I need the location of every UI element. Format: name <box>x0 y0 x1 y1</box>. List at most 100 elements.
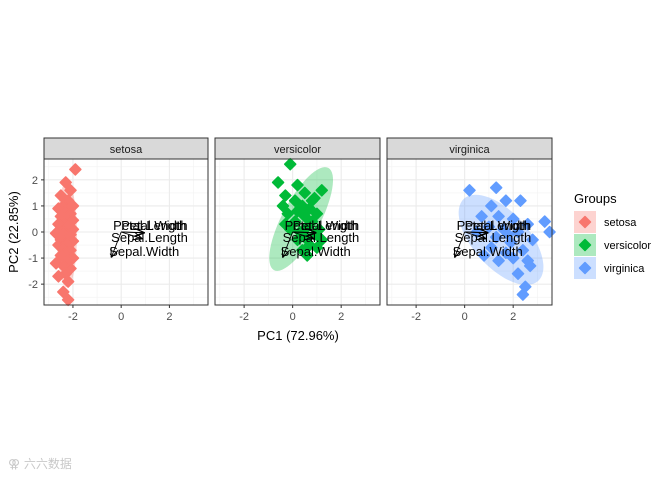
x-tick-label: 2 <box>166 311 172 323</box>
data-point-virginica <box>526 233 539 247</box>
data-point-setosa <box>54 249 68 262</box>
facet-virginica: virginica Petal.WidthPetal.LengthSepal.Le… <box>386 137 556 323</box>
data-point-virginica <box>492 254 505 267</box>
facet-strip-label: virginica <box>449 144 490 156</box>
y-tick-label: -1 <box>28 253 38 265</box>
data-point-setosa <box>57 285 70 299</box>
watermark: ⚢ 六六数据 <box>8 457 72 471</box>
loading-label: Sepal.Width <box>109 244 179 259</box>
panel-border <box>386 158 553 306</box>
data-point-virginica <box>477 249 491 262</box>
loading-label: Sepal.Width <box>281 244 351 259</box>
legend-label-virginica: virginica <box>604 263 645 275</box>
legend: Groups setosa versicolor virginica <box>574 191 651 279</box>
data-point-versicolor <box>281 207 295 220</box>
data-point-versicolor <box>310 207 324 220</box>
data-point-setosa <box>61 275 75 288</box>
data-point-versicolor <box>293 202 307 215</box>
data-point-virginica <box>538 215 551 228</box>
facet-strip-label: versicolor <box>274 144 321 156</box>
data-point-versicolor <box>283 157 297 171</box>
data-point-virginica <box>511 267 525 280</box>
data-point-virginica <box>489 230 503 244</box>
data-point-setosa <box>59 176 72 189</box>
loading-arrow <box>292 231 314 239</box>
data-point-virginica <box>511 225 525 239</box>
y-tick-label: -2 <box>28 279 38 291</box>
facet-strip-label: setosa <box>110 144 143 156</box>
loading-arrow <box>464 231 486 239</box>
loading-label: Sepal.Length <box>455 230 532 245</box>
loading-label: Petal.Width <box>121 218 187 233</box>
data-point-virginica <box>489 181 503 194</box>
data-point-versicolor <box>298 186 312 200</box>
panel-border <box>214 158 381 306</box>
data-point-setosa <box>69 163 82 176</box>
data-point-versicolor <box>288 194 302 207</box>
x-tick-label: -2 <box>411 311 421 323</box>
facet-setosa: setosa Petal.WidthPetal.LengthSepal.Lengt… <box>28 137 209 323</box>
data-point-virginica <box>499 246 513 260</box>
x-tick-label: 2 <box>510 311 516 323</box>
loading-arrow <box>283 231 294 257</box>
data-point-versicolor <box>279 189 292 202</box>
data-point-setosa <box>52 270 65 283</box>
loading-arrow <box>455 231 466 257</box>
x-tick-label: 2 <box>338 311 344 323</box>
data-point-setosa <box>54 189 68 202</box>
y-tick-label: 2 <box>32 175 38 187</box>
legend-symbol-versicolor <box>578 238 592 252</box>
data-point-versicolor <box>315 184 329 197</box>
x-tick-label: -2 <box>239 311 249 323</box>
data-point-virginica <box>516 288 530 301</box>
data-point-setosa <box>54 229 68 243</box>
loading-arrow <box>112 231 122 257</box>
data-point-virginica <box>463 184 476 197</box>
y-tick-label: 0 <box>32 227 38 239</box>
facet-versicolor: versicolor Petal.WidthPetal.LengthSepal.L… <box>214 137 381 323</box>
data-point-virginica <box>506 212 520 226</box>
data-point-versicolor <box>291 178 304 192</box>
legend-title: Groups <box>574 191 617 206</box>
data-point-virginica <box>475 210 488 223</box>
data-point-versicolor <box>300 249 314 262</box>
data-point-virginica <box>502 228 515 241</box>
loading-arrow <box>121 231 142 239</box>
loading-label: Petal.Length <box>457 218 530 233</box>
loading-label: Petal.Length <box>285 218 358 233</box>
x-tick-label: 0 <box>462 311 468 323</box>
loading-label: Sepal.Length <box>283 230 360 245</box>
data-point-virginica <box>492 210 505 223</box>
data-point-versicolor <box>315 233 329 247</box>
loading-label: Sepal.Width <box>453 244 523 259</box>
loading-label: Petal.Length <box>113 218 186 233</box>
data-point-virginica <box>499 194 513 207</box>
data-point-virginica <box>523 259 537 273</box>
y-axis-title: PC2 (22.85%) <box>6 191 21 273</box>
data-point-versicolor <box>271 176 285 189</box>
x-tick-label: 0 <box>290 311 296 323</box>
data-point-versicolor <box>310 241 324 254</box>
loading-label: Petal.Width <box>293 218 359 233</box>
data-point-versicolor <box>291 233 304 247</box>
data-point-versicolor <box>276 199 290 213</box>
data-point-versicolor <box>305 194 319 207</box>
x-tick-label: -2 <box>68 311 78 323</box>
x-axis-title: PC1 (72.96%) <box>257 328 339 343</box>
legend-label-setosa: setosa <box>604 217 637 229</box>
data-point-virginica <box>485 241 498 254</box>
data-point-virginica <box>516 244 530 257</box>
y-tick-label: 1 <box>32 201 38 213</box>
legend-symbol-virginica <box>578 261 592 275</box>
data-point-virginica <box>506 251 520 265</box>
data-point-virginica <box>521 217 534 231</box>
loading-label: Petal.Width <box>465 218 531 233</box>
data-point-versicolor <box>298 210 312 223</box>
legend-symbol-setosa <box>578 215 592 229</box>
data-point-versicolor <box>288 215 302 228</box>
data-point-setosa <box>64 184 77 197</box>
legend-label-versicolor: versicolor <box>604 240 651 252</box>
x-tick-label: 0 <box>118 311 124 323</box>
loading-label: Sepal.Length <box>111 230 188 245</box>
